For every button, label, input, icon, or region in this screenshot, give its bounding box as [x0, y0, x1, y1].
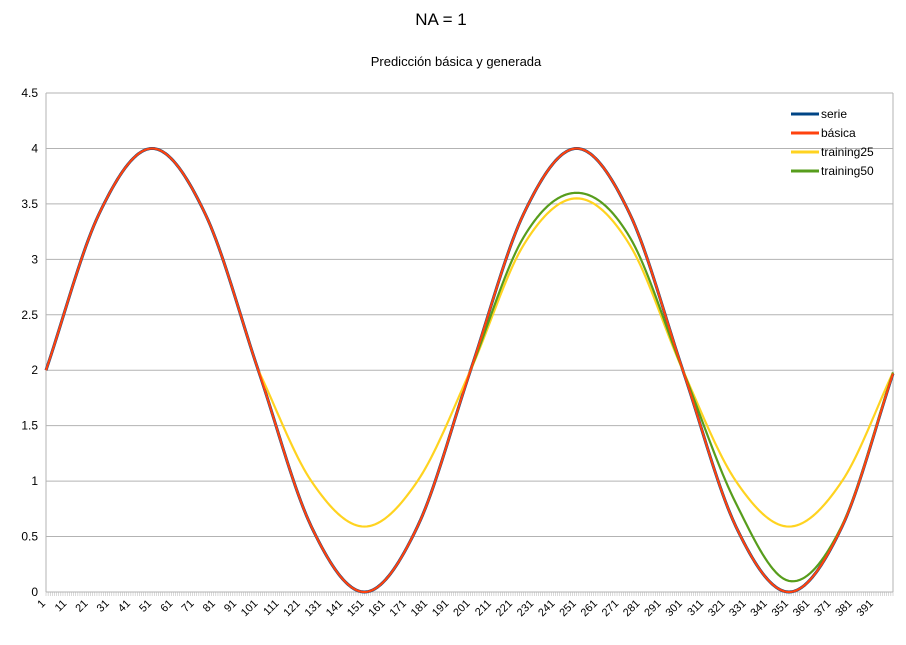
chart-title: NA = 1: [415, 10, 467, 29]
y-axis-ticks: 0 0.5 1 1.5 2 2.5 3 3.5 4 4.5: [21, 86, 38, 599]
x-tick-label: 381: [833, 598, 854, 619]
axes: [45, 93, 894, 593]
x-tick-label: 231: [515, 598, 536, 619]
y-tick-label: 1: [31, 474, 38, 488]
x-tick-label: 51: [137, 598, 154, 615]
legend-label: training50: [821, 164, 874, 178]
x-axis-ticks: 1 11 21 31 41 51 61 71 81 91 101 111 121 131 141 151 161…: [35, 592, 894, 619]
series-line-training50: [469, 191, 895, 583]
x-tick-label: 181: [409, 598, 430, 619]
x-tick-label: 271: [600, 598, 621, 619]
chart-subtitle: Predicción básica y generada: [371, 54, 542, 69]
x-tick-label: 141: [324, 598, 345, 619]
x-tick-label: 171: [388, 598, 409, 619]
legend: serie básica training25 training50: [791, 107, 874, 178]
legend-label: serie: [821, 107, 847, 121]
x-tick-label: 71: [180, 598, 197, 615]
x-tick-label: 131: [303, 598, 324, 619]
y-tick-label: 4: [31, 141, 38, 155]
y-tick-label: 0.5: [21, 530, 38, 544]
x-tick-label: 341: [748, 598, 769, 619]
y-tick-label: 4.5: [21, 86, 38, 100]
series-lines: [44, 146, 895, 594]
x-tick-label: 291: [642, 598, 663, 619]
x-tick-label: 221: [494, 598, 515, 619]
x-tick-label: 211: [473, 598, 494, 619]
series-line-training25: [257, 197, 894, 528]
y-tick-label: 3: [31, 252, 38, 266]
x-tick-label: 201: [451, 598, 472, 619]
x-tick-label: 111: [261, 598, 281, 618]
gridlines: [46, 92, 893, 538]
x-tick-label: 101: [239, 598, 260, 619]
x-tick-label: 81: [201, 598, 218, 615]
legend-label: training25: [821, 145, 874, 159]
y-tick-label: 2.5: [21, 308, 38, 322]
x-tick-label: 361: [791, 598, 812, 619]
x-tick-label: 161: [366, 598, 387, 619]
legend-label: básica: [821, 126, 856, 140]
x-tick-label: 301: [663, 598, 684, 619]
x-tick-label: 281: [621, 598, 642, 619]
x-tick-label: 91: [222, 598, 239, 615]
x-tick-label: 1: [35, 598, 48, 611]
x-tick-label: 351: [770, 598, 791, 619]
x-tick-label: 121: [281, 598, 302, 619]
y-tick-label: 3.5: [21, 197, 38, 211]
y-tick-label: 1.5: [21, 419, 38, 433]
y-tick-label: 0: [31, 585, 38, 599]
x-tick-label: 61: [158, 598, 175, 615]
x-tick-label: 21: [73, 598, 90, 615]
x-tick-label: 11: [53, 598, 70, 615]
x-tick-label: 41: [116, 598, 133, 615]
x-tick-label: 261: [579, 598, 600, 619]
x-tick-label: 391: [855, 598, 876, 619]
x-tick-label: 151: [345, 598, 366, 619]
y-tick-label: 2: [31, 363, 38, 377]
x-tick-label: 331: [727, 598, 748, 619]
x-tick-label: 371: [812, 598, 833, 619]
x-tick-label: 191: [430, 598, 451, 619]
series-line-básica: [44, 147, 895, 594]
x-tick-label: 251: [557, 598, 578, 619]
x-tick-label: 311: [685, 598, 706, 619]
x-tick-label: 31: [95, 598, 112, 615]
x-tick-label: 241: [536, 598, 557, 619]
x-tick-label: 321: [706, 598, 727, 619]
